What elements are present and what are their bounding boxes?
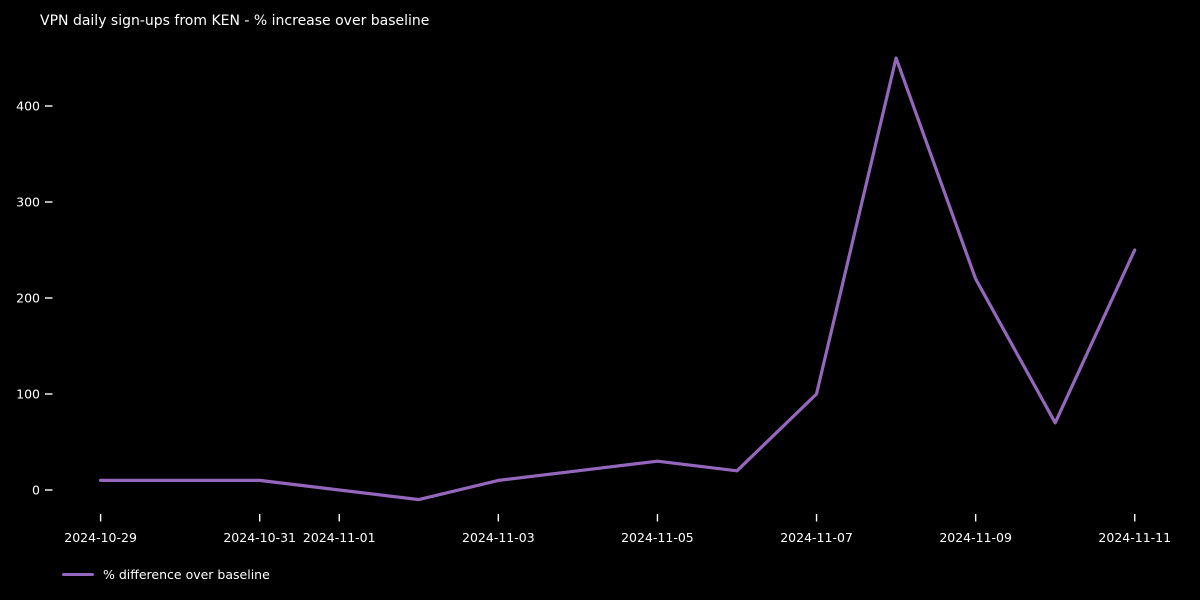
x-tick-label: 2024-11-01 — [303, 530, 376, 545]
x-tick-label: 2024-10-31 — [223, 530, 296, 545]
x-tick-label: 2024-11-07 — [780, 530, 853, 545]
legend: % difference over baseline — [62, 567, 270, 582]
legend-label: % difference over baseline — [103, 567, 270, 582]
legend-line-swatch — [62, 573, 94, 576]
y-tick-label: 300 — [16, 195, 40, 210]
chart-title: VPN daily sign-ups from KEN - % increase… — [40, 13, 430, 29]
data-line-series — [98, 56, 1137, 502]
y-tick-label: 400 — [16, 99, 40, 114]
y-tick-label: 100 — [16, 387, 40, 402]
x-tick-label: 2024-11-05 — [621, 530, 694, 545]
x-tick-label: 2024-11-03 — [462, 530, 535, 545]
data-series-group — [98, 56, 1137, 502]
y-tick-label: 200 — [16, 291, 40, 306]
x-axis: 2024-10-29 2024-10-31 2024-11-01 2024-11-03… — [64, 514, 1171, 545]
x-tick-label: 2024-10-29 — [64, 530, 137, 545]
y-axis: 0 100 200 300 400 — [16, 99, 53, 498]
x-tick-label: 2024-11-09 — [939, 530, 1012, 545]
y-tick-label: 0 — [32, 483, 40, 498]
x-tick-label: 2024-11-11 — [1098, 530, 1171, 545]
